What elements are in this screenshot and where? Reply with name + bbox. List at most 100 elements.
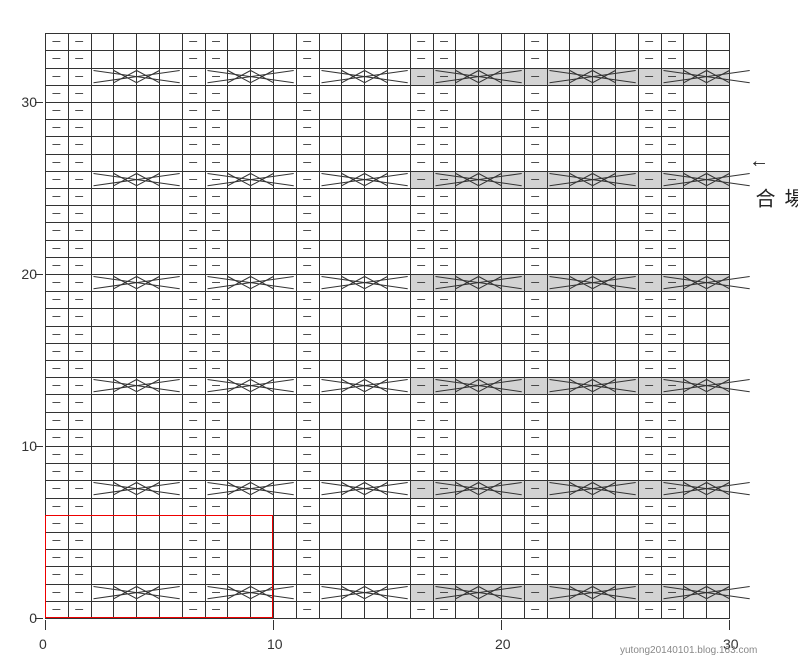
grid-cell xyxy=(91,532,115,550)
grid-cell xyxy=(136,532,160,550)
grid-cell xyxy=(136,102,160,120)
purl-symbol: — xyxy=(638,50,661,67)
y-axis-tick xyxy=(35,618,43,619)
purl-symbol: — xyxy=(182,240,205,257)
grid-cell xyxy=(615,308,639,326)
purl-symbol: — xyxy=(296,480,319,497)
purl-symbol: — xyxy=(638,274,661,291)
grid-cell xyxy=(341,446,365,464)
grid-cell xyxy=(455,498,479,516)
grid-cell xyxy=(387,394,411,412)
grid-cell xyxy=(227,119,251,137)
grid-cell xyxy=(547,360,571,378)
grid-cell xyxy=(501,188,525,206)
grid-cell xyxy=(159,549,183,567)
grid-cell xyxy=(227,308,251,326)
grid-cell xyxy=(501,326,525,344)
purl-symbol: — xyxy=(638,68,661,85)
purl-symbol: — xyxy=(638,136,661,153)
grid-cell xyxy=(387,50,411,68)
grid-cell xyxy=(341,102,365,120)
grid-cell xyxy=(341,136,365,154)
purl-symbol: — xyxy=(205,85,228,102)
grid-cell xyxy=(387,412,411,430)
purl-symbol: — xyxy=(638,584,661,601)
purl-symbol: — xyxy=(524,154,547,171)
grid-cell xyxy=(250,136,274,154)
cable-symbol xyxy=(319,480,410,497)
x-axis-label: 10 xyxy=(267,636,283,652)
grid-cell xyxy=(250,119,274,137)
x-axis-tick xyxy=(273,620,274,630)
purl-symbol: — xyxy=(205,154,228,171)
grid-cell xyxy=(91,33,115,51)
purl-symbol: — xyxy=(661,566,684,583)
grid-cell xyxy=(113,446,137,464)
y-axis-label: 30 xyxy=(15,94,37,110)
grid-cell xyxy=(341,154,365,172)
grid-cell xyxy=(227,291,251,309)
grid-cell xyxy=(113,308,137,326)
purl-symbol: — xyxy=(68,446,91,463)
grid-cell xyxy=(569,33,593,51)
purl-symbol: — xyxy=(45,291,68,308)
x-axis-label: 0 xyxy=(39,636,47,652)
purl-symbol: — xyxy=(433,326,456,343)
y-axis-label: 10 xyxy=(15,438,37,454)
purl-symbol: — xyxy=(45,601,68,618)
grid-cell xyxy=(387,85,411,103)
grid-cell xyxy=(592,463,616,481)
grid-cell xyxy=(455,566,479,584)
purl-symbol: — xyxy=(638,515,661,532)
purl-symbol: — xyxy=(433,360,456,377)
grid-cell xyxy=(501,240,525,258)
purl-symbol: — xyxy=(524,136,547,153)
grid-cell xyxy=(136,119,160,137)
purl-symbol: — xyxy=(68,584,91,601)
purl-symbol: — xyxy=(45,532,68,549)
grid-cell xyxy=(136,50,160,68)
purl-symbol: — xyxy=(205,205,228,222)
purl-symbol: — xyxy=(182,308,205,325)
cable-symbol xyxy=(91,68,182,85)
grid-cell xyxy=(159,326,183,344)
purl-symbol: — xyxy=(433,308,456,325)
grid-cell xyxy=(136,515,160,533)
purl-symbol: — xyxy=(68,205,91,222)
grid-cell xyxy=(455,291,479,309)
grid-cell xyxy=(455,601,479,619)
purl-symbol: — xyxy=(410,326,433,343)
purl-symbol: — xyxy=(661,291,684,308)
purl-symbol: — xyxy=(638,549,661,566)
cable-symbol xyxy=(91,584,182,601)
grid-cell xyxy=(615,326,639,344)
grid-cell xyxy=(615,360,639,378)
grid-cell xyxy=(387,326,411,344)
grid-cell xyxy=(159,515,183,533)
grid-cell xyxy=(478,85,502,103)
purl-symbol: — xyxy=(638,154,661,171)
purl-symbol: — xyxy=(524,394,547,411)
purl-symbol: — xyxy=(638,566,661,583)
grid-cell xyxy=(250,601,274,619)
grid-cell xyxy=(501,154,525,172)
grid-cell xyxy=(455,412,479,430)
purl-symbol: — xyxy=(182,394,205,411)
cable-symbol xyxy=(433,68,524,85)
grid-cell xyxy=(91,360,115,378)
grid-cell xyxy=(455,102,479,120)
purl-symbol: — xyxy=(68,188,91,205)
purl-symbol: — xyxy=(661,446,684,463)
purl-symbol: — xyxy=(205,532,228,549)
grid-cell xyxy=(683,188,707,206)
grid-cell xyxy=(569,343,593,361)
purl-symbol: — xyxy=(68,343,91,360)
purl-symbol: — xyxy=(524,412,547,429)
grid-cell xyxy=(364,240,388,258)
grid-cell xyxy=(364,412,388,430)
purl-symbol: — xyxy=(182,480,205,497)
grid-cell xyxy=(319,154,343,172)
purl-symbol: — xyxy=(205,136,228,153)
purl-symbol: — xyxy=(45,102,68,119)
purl-symbol: — xyxy=(45,222,68,239)
